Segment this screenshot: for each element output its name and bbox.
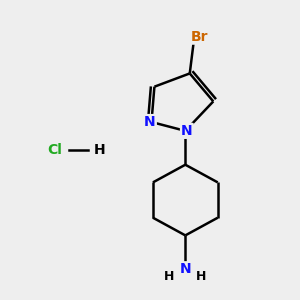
Text: N: N [179, 262, 191, 276]
Text: H: H [164, 270, 174, 283]
Text: N: N [181, 124, 193, 138]
Text: N: N [144, 115, 156, 129]
Text: H: H [94, 143, 106, 157]
Text: Cl: Cl [47, 143, 62, 157]
Text: Br: Br [191, 30, 208, 44]
Text: H: H [196, 270, 207, 283]
